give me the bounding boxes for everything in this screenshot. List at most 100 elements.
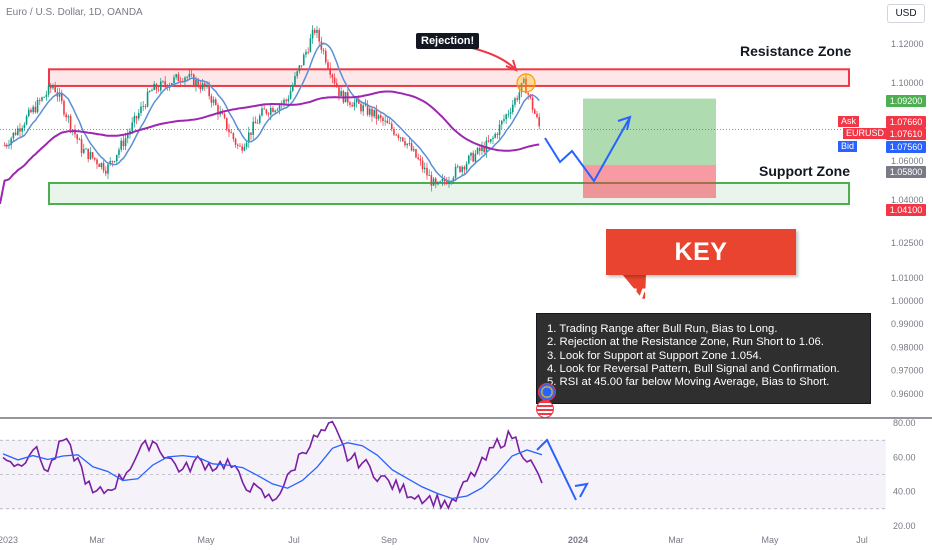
candle: [85, 147, 87, 150]
candle: [203, 82, 206, 92]
candle-body: [289, 90, 292, 99]
candle: [78, 137, 81, 141]
candle-body: [133, 116, 136, 123]
candle-body: [432, 178, 435, 186]
candle: [60, 89, 63, 105]
candle-body: [234, 138, 237, 145]
candle-body: [89, 152, 92, 160]
candle: [212, 96, 215, 106]
candle: [199, 81, 202, 93]
candle: [520, 82, 523, 98]
candle-body: [294, 76, 296, 85]
bid-price-badge: 1.07560: [886, 141, 926, 153]
candle: [454, 163, 457, 181]
candle-body: [430, 175, 433, 186]
candle: [69, 114, 72, 134]
currency-button[interactable]: USD: [887, 4, 925, 23]
candle-body: [34, 106, 37, 113]
candle-body: [82, 148, 85, 153]
candle-body: [122, 140, 125, 147]
candle: [311, 25, 314, 44]
candle-body: [228, 129, 230, 133]
entry-price-badge: 1.05800: [886, 166, 926, 178]
rsi-projection-arrow: [536, 438, 589, 501]
candle: [393, 126, 395, 137]
us-flag-icon[interactable]: [536, 400, 554, 418]
candle-body: [236, 144, 239, 146]
candle: [322, 47, 325, 55]
candle-body: [223, 114, 226, 118]
fast-moving-average-line: [4, 42, 540, 183]
takeaway-item: 5. RSI at 45.00 far below Moving Average…: [547, 376, 830, 389]
candle: [76, 133, 78, 144]
candle: [434, 176, 437, 189]
candle: [514, 96, 516, 108]
candle-body: [366, 104, 369, 115]
candle: [19, 122, 21, 138]
candle: [481, 141, 483, 155]
price-axis-tick-label: 1.02500: [891, 238, 924, 248]
candle: [115, 154, 118, 165]
rejection-arrow: [471, 47, 518, 72]
support-zone-label: Support Zone: [759, 163, 850, 179]
candle-body: [478, 147, 481, 151]
candle: [500, 120, 503, 130]
candle-body: [140, 106, 142, 114]
candle-body: [309, 38, 312, 52]
candle-body: [32, 106, 34, 113]
candle: [351, 102, 353, 107]
candle: [245, 140, 248, 150]
resistance-zone-label: Resistance Zone: [740, 43, 852, 59]
candle-body: [500, 120, 503, 125]
slow-moving-average-line: [0, 90, 540, 205]
candle-body: [386, 120, 389, 124]
eu-flag-icon[interactable]: [538, 383, 556, 401]
candle-body: [408, 143, 411, 144]
symbol-label: EURUSD: [843, 128, 888, 139]
candle-body: [49, 85, 52, 89]
price-axis-tick-label: 1.06000: [891, 156, 924, 166]
candle-body: [382, 117, 384, 122]
candle-body: [278, 105, 281, 110]
price-axis: 1.120001.100001.080001.060001.040001.025…: [891, 39, 924, 399]
candle: [104, 166, 107, 177]
candle: [287, 95, 290, 104]
candle-body: [371, 108, 373, 117]
candle: [256, 119, 259, 124]
candle-body: [448, 181, 450, 184]
time-axis-tick-label: May: [197, 535, 215, 545]
candle-body: [395, 134, 397, 136]
candle-body: [437, 181, 439, 185]
candle: [45, 90, 48, 101]
candle-body: [483, 146, 485, 153]
candle-body: [415, 149, 417, 158]
candle: [338, 87, 340, 101]
candle-body: [481, 146, 483, 151]
candle-body: [514, 98, 516, 105]
position-target-area: [583, 98, 716, 165]
takeaway-item: 3. Look for Support at Support Zone 1.05…: [547, 349, 762, 362]
candle-body: [388, 123, 391, 124]
candle: [456, 164, 459, 169]
rsi-axis-tick-label: 20.00: [893, 521, 916, 531]
time-axis-tick-label: Sep: [381, 535, 397, 545]
candle: [210, 93, 213, 108]
candle-body: [232, 133, 235, 139]
time-axis-tick-label: Jul: [288, 535, 300, 545]
candle-body: [16, 128, 19, 135]
candle: [228, 123, 230, 137]
candle: [379, 112, 382, 123]
rsi-axis-tick-label: 60.00: [893, 452, 916, 462]
candle: [443, 175, 446, 186]
candle-body: [241, 146, 243, 151]
candle: [107, 162, 109, 180]
candle: [188, 68, 191, 80]
candle: [170, 82, 173, 86]
candle: [397, 133, 400, 141]
candle: [41, 96, 43, 102]
candle-body: [63, 101, 65, 115]
candle-body: [384, 120, 386, 122]
candle-body: [368, 108, 371, 115]
candle-body: [465, 163, 468, 170]
candle: [250, 132, 252, 140]
